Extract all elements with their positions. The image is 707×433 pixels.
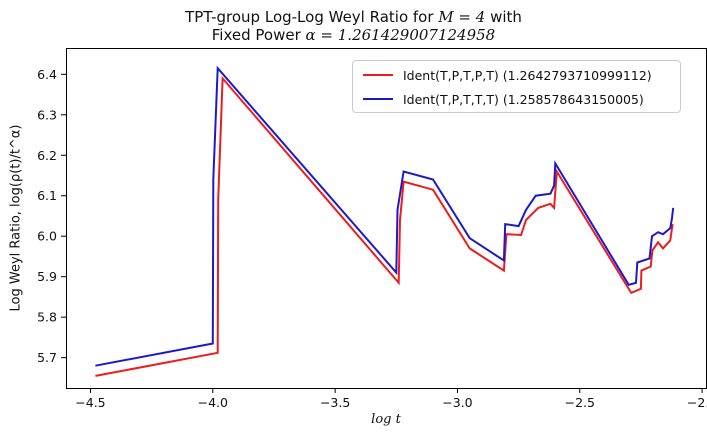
y-tick-label: 6.4	[37, 67, 57, 82]
chart-title-line-2: Fixed Power α = 1.261429007124958	[211, 26, 496, 44]
y-tick-label: 6.1	[37, 188, 57, 203]
x-tick-label: −2.0	[687, 395, 707, 410]
y-tick-label: 5.9	[37, 269, 57, 284]
legend-swatch-blue	[363, 98, 393, 100]
series-line-1	[95, 75, 674, 377]
y-tick-label: 6.0	[37, 229, 57, 244]
legend: Ident(T,P,T,P,T) (1.2642793710999112) Id…	[352, 60, 681, 113]
x-tick-label: −4.5	[75, 395, 105, 410]
title-math-m: M = 4	[438, 8, 486, 26]
y-axis-label: Log Weyl Ratio, log(ρ(t)/t^α)	[8, 124, 24, 312]
x-tick-label: −3.5	[320, 395, 350, 410]
legend-swatch-red	[363, 74, 393, 76]
chart-title-line-1: TPT-group Log-Log Weyl Ratio for M = 4 w…	[185, 8, 522, 26]
y-tick-label: 6.3	[37, 107, 57, 122]
x-tick-label: −3.0	[442, 395, 472, 410]
plot-lines	[95, 65, 675, 377]
y-tick-label: 6.2	[37, 148, 57, 163]
title-math-alpha: α = 1.261429007124958	[305, 26, 496, 44]
x-tick-label: −2.5	[565, 395, 595, 410]
axes: −4.5 −4.0 −3.5 −3.0 −2.5 −2.0 5.7 5.8 5.9 6.0 6.1 6…	[37, 48, 707, 410]
x-tick-label: −4.0	[198, 395, 228, 410]
y-tick-label: 5.7	[37, 350, 57, 365]
legend-label-1: Ident(T,P,T,P,T) (1.2642793710999112)	[403, 67, 652, 83]
legend-entry-2: Ident(T,P,T,T,T) (1.258578643150005)	[363, 88, 644, 110]
series-line-2	[95, 65, 675, 367]
x-axis-label: log t	[371, 412, 401, 427]
y-tick-label: 5.8	[37, 310, 57, 325]
legend-label-2: Ident(T,P,T,T,T) (1.258578643150005)	[403, 91, 644, 107]
legend-entry-1: Ident(T,P,T,P,T) (1.2642793710999112)	[363, 64, 652, 86]
